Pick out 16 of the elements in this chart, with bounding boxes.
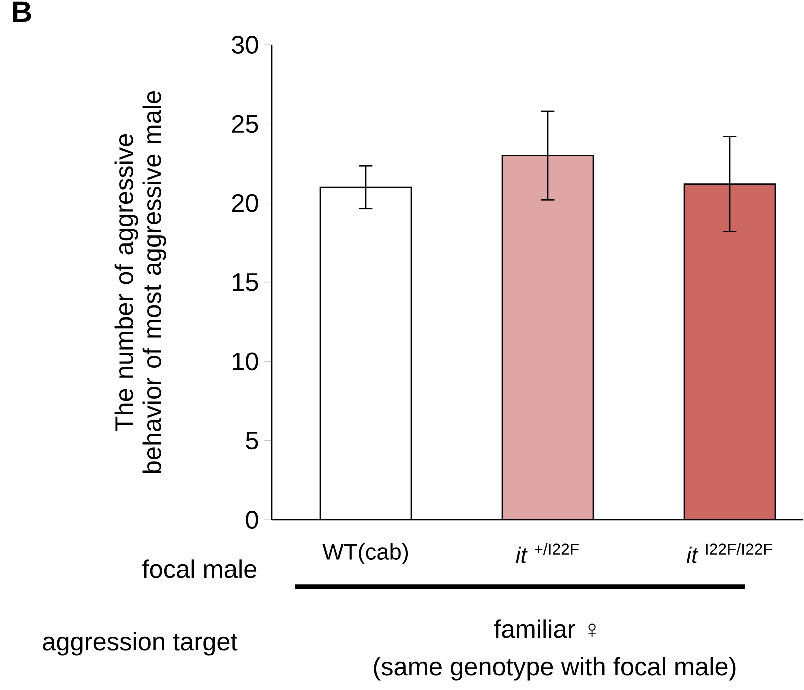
y-tick-label: 0 bbox=[246, 511, 258, 529]
y-tick-label: 25 bbox=[232, 115, 258, 134]
text: (same genotype with focal male) bbox=[374, 657, 736, 681]
y-tick-label: 5 bbox=[246, 432, 258, 450]
x-tick-label: it $^{I22F/I22F}$ bbox=[686, 543, 772, 564]
y-tick-label: 20 bbox=[232, 194, 258, 212]
y-axis-title: The number of aggressive behavior of most aggressive male bbox=[114, 91, 166, 474]
x-tick-label: WT(cab) bbox=[322, 543, 408, 564]
text: aggression target bbox=[43, 632, 238, 656]
text: B bbox=[13, 2, 32, 22]
y-tick-label: 10 bbox=[233, 352, 258, 371]
y-tick-label: 30 bbox=[232, 36, 258, 54]
y-tick-label: 15 bbox=[233, 274, 258, 292]
text: focal male bbox=[142, 560, 257, 578]
text: familiar ♀ bbox=[494, 620, 596, 638]
x-tick-label: it $^{+/I22F}$ bbox=[516, 543, 579, 564]
